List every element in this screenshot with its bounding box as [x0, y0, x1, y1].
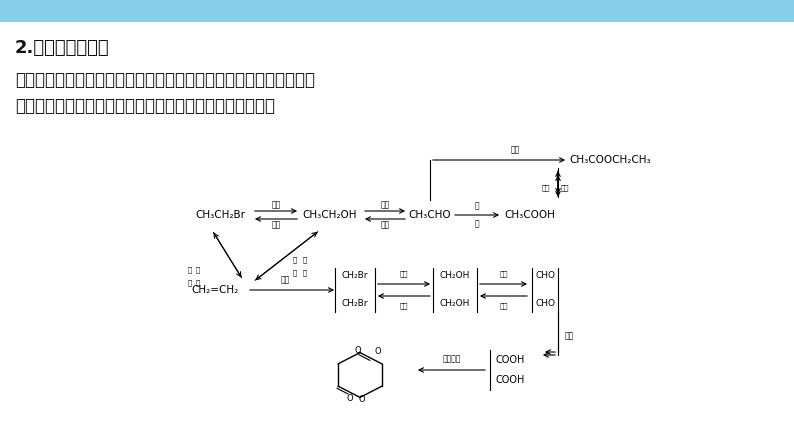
Text: 水解: 水解 [399, 271, 408, 277]
Text: CHO: CHO [535, 271, 555, 281]
Text: 加: 加 [188, 267, 192, 273]
Text: 消: 消 [196, 267, 200, 273]
Text: 酯化: 酯化 [511, 146, 519, 155]
Text: COOH: COOH [495, 355, 525, 365]
Text: 去: 去 [196, 280, 200, 287]
Text: CH₂Br: CH₂Br [341, 299, 368, 308]
Text: 氧: 氧 [475, 202, 480, 211]
Text: 虽然有机推断综合题的题目类型千变万化，但都离不开基础的有机反: 虽然有机推断综合题的题目类型千变万化，但都离不开基础的有机反 [15, 71, 315, 89]
Text: CH₃COOH: CH₃COOH [504, 210, 556, 220]
Text: CH₃CHO: CH₃CHO [409, 210, 451, 220]
Text: 水解: 水解 [272, 201, 280, 210]
Text: 还原: 还原 [380, 220, 390, 229]
Text: 应。下图列举了常见有机物之间的转化关系及其反应类型。: 应。下图列举了常见有机物之间的转化关系及其反应类型。 [15, 97, 275, 115]
Text: 消: 消 [293, 257, 297, 263]
Text: CHO: CHO [535, 299, 555, 308]
Text: O: O [355, 346, 361, 355]
Text: 取代: 取代 [399, 303, 408, 309]
Text: 化: 化 [475, 219, 480, 228]
Text: O: O [375, 347, 381, 356]
Text: CH₂Br: CH₂Br [341, 271, 368, 281]
Text: 去: 去 [293, 270, 297, 276]
Bar [0, 0, 794, 22]
Text: 酯化成环: 酯化成环 [442, 354, 461, 363]
Text: CH₃CH₂OH: CH₃CH₂OH [303, 210, 357, 220]
Text: O: O [347, 394, 353, 403]
Text: 水解: 水解 [561, 184, 569, 191]
Text: 2025 高考一轮复习用书: 2025 高考一轮复习用书 [8, 4, 107, 17]
Text: 氧化: 氧化 [380, 201, 390, 210]
Text: 氧化: 氧化 [499, 271, 507, 277]
Text: 还原: 还原 [499, 303, 507, 309]
Text: 加: 加 [303, 257, 307, 263]
Text: 氧化: 氧化 [565, 332, 574, 341]
Text: 成: 成 [188, 280, 192, 287]
Text: CH₂OH: CH₂OH [440, 271, 470, 281]
Text: CH₂=CH₂: CH₂=CH₂ [191, 285, 239, 295]
Text: 酯化: 酯化 [542, 184, 550, 191]
Text: 取代: 取代 [272, 220, 280, 229]
Text: O: O [359, 395, 365, 404]
Text: COOH: COOH [495, 375, 525, 385]
Text: CH₂OH: CH₂OH [440, 299, 470, 308]
Text: 2.解题策略与方法: 2.解题策略与方法 [15, 39, 110, 57]
Text: CH₃COOCH₂CH₃: CH₃COOCH₂CH₃ [569, 155, 651, 165]
Text: CH₃CH₂Br: CH₃CH₂Br [195, 210, 245, 220]
Text: 加成: 加成 [280, 275, 290, 284]
Text: 成: 成 [303, 270, 307, 276]
